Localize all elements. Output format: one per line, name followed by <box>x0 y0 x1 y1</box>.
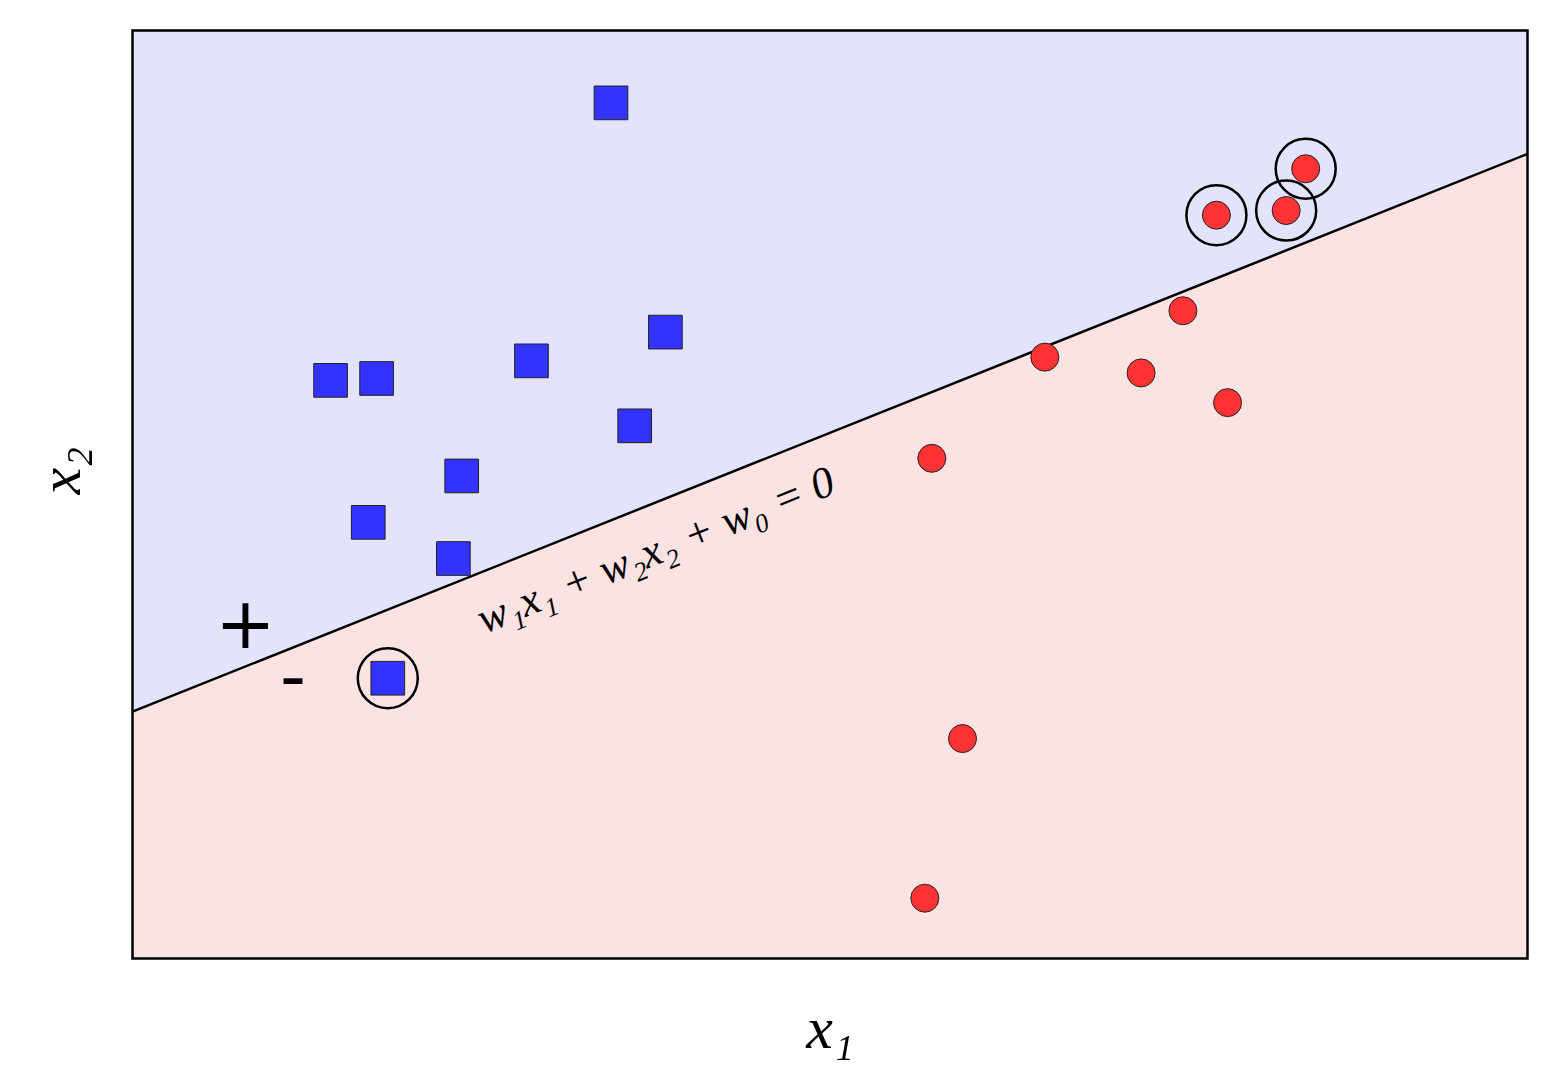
svg-text:x₁: x₁ <box>805 995 854 1061</box>
svg-text:w₁x₁ + w₂x₂ + w₀ = 0: w₁x₁ + w₂x₂ + w₀ = 0 <box>470 456 842 643</box>
svg-text:-: - <box>280 634 306 718</box>
svg-text:+: + <box>215 581 275 665</box>
svg-text:x₂: x₂ <box>27 447 93 496</box>
